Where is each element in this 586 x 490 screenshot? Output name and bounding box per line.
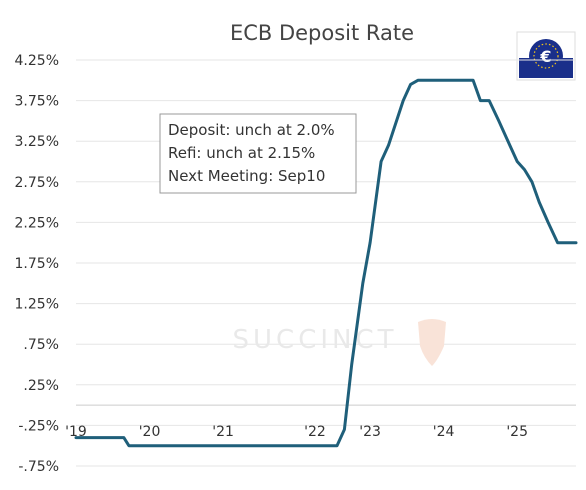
x-tick-label: '23 <box>359 424 381 440</box>
annotation-line-deposit: Deposit: unch at 2.0% <box>168 121 335 139</box>
watermark: SUCCINCT <box>233 319 446 366</box>
y-tick-label: 4.25% <box>15 53 59 69</box>
ecb-logo: € <box>516 31 576 81</box>
x-tick-label: '20 <box>139 424 161 440</box>
x-tick-label: '21 <box>212 424 234 440</box>
watermark-text: SUCCINCT <box>233 325 398 355</box>
x-tick-label: '19 <box>65 424 87 440</box>
annotation-line-next-meeting: Next Meeting: Sep10 <box>168 167 325 185</box>
y-tick-label: 2.25% <box>15 215 59 231</box>
y-tick-label: 1.25% <box>15 297 59 313</box>
y-tick-label: 3.75% <box>15 94 59 110</box>
y-tick-label: 2.75% <box>15 175 59 191</box>
annotation-frame <box>159 113 357 194</box>
x-tick-label: '24 <box>433 424 455 440</box>
series-layer <box>74 78 578 448</box>
y-tick-label: -.25% <box>18 418 59 434</box>
chart-title: ECB Deposit Rate <box>230 21 414 45</box>
y-tick-label: .75% <box>23 337 59 353</box>
x-axis: '19 '20 '21 '22 '23 '24 '25 <box>65 424 528 440</box>
x-tick-label: '25 <box>506 424 528 440</box>
y-tick-label: 1.75% <box>15 256 59 272</box>
annotation-line-refi: Refi: unch at 2.15% <box>168 144 315 162</box>
y-tick-label: .25% <box>23 378 59 394</box>
y-tick-label: -.75% <box>18 459 59 475</box>
x-tick-label: '22 <box>304 424 326 440</box>
svg-text:€: € <box>539 47 551 66</box>
annotation-box: Deposit: unch at 2.0% Refi: unch at 2.15… <box>159 113 357 194</box>
y-tick-label: 3.25% <box>15 134 59 150</box>
grid <box>76 59 576 467</box>
series-line-0 <box>74 78 578 448</box>
watermark-shield-icon <box>418 319 446 366</box>
y-axis: 4.25% 3.75% 3.25% 2.75% 2.25% 1.75% 1.25% .75%.… <box>15 53 59 475</box>
